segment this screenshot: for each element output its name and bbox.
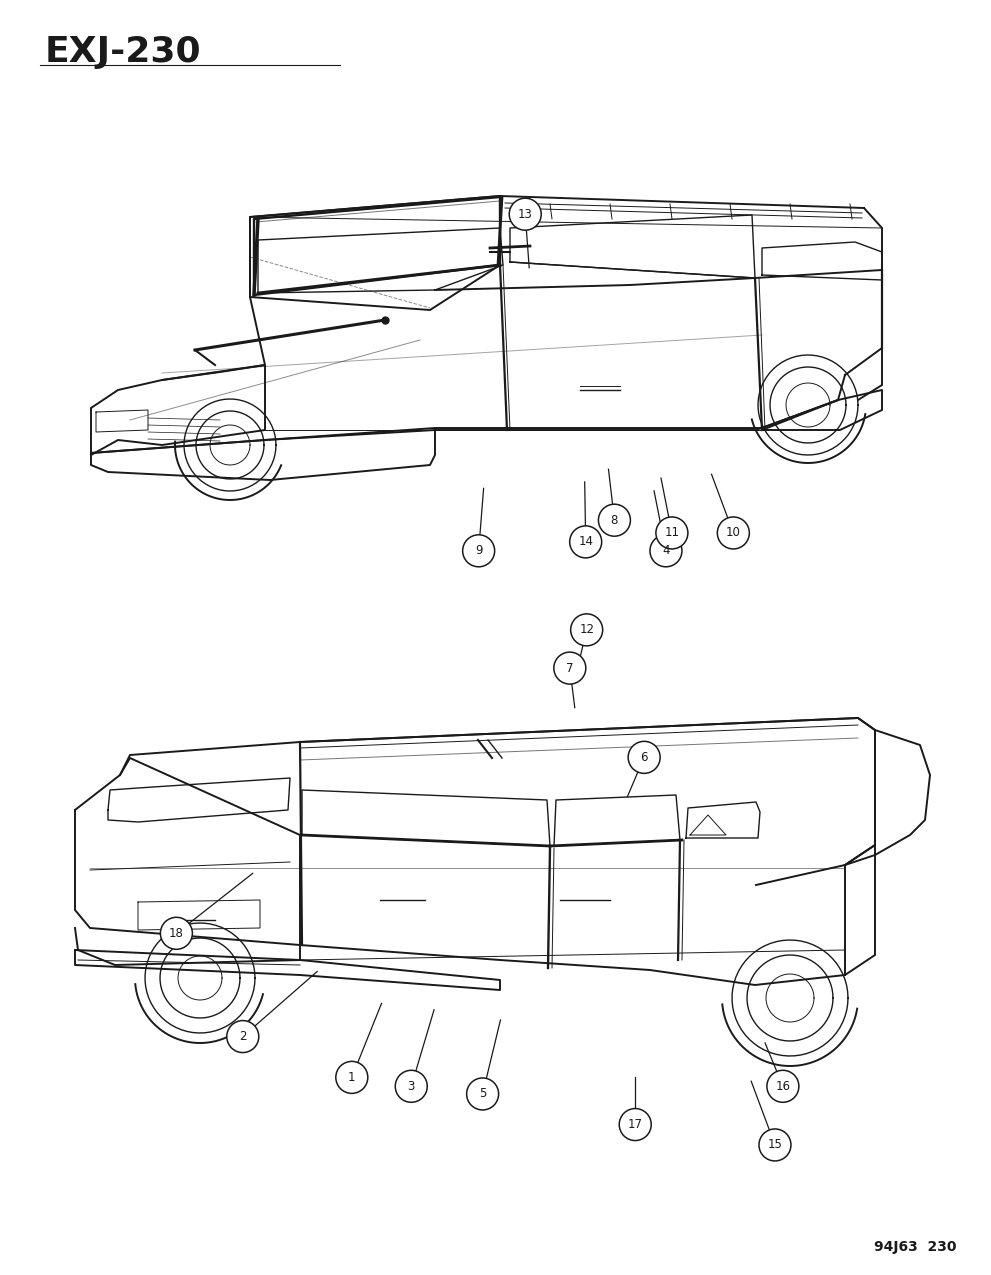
Text: 14: 14	[578, 536, 594, 548]
Text: 15: 15	[767, 1139, 783, 1151]
Text: 13: 13	[517, 208, 533, 221]
Circle shape	[599, 504, 630, 537]
Text: 2: 2	[239, 1030, 247, 1043]
Text: 5: 5	[479, 1088, 487, 1100]
Circle shape	[650, 534, 682, 567]
Text: 8: 8	[610, 514, 618, 527]
Text: 11: 11	[664, 527, 680, 539]
Circle shape	[161, 917, 192, 950]
Text: 9: 9	[475, 544, 483, 557]
Text: 6: 6	[640, 751, 648, 764]
Text: 12: 12	[579, 623, 595, 636]
Text: 16: 16	[775, 1080, 791, 1093]
Circle shape	[767, 1070, 799, 1103]
Text: 18: 18	[168, 927, 184, 940]
Circle shape	[554, 652, 586, 685]
Circle shape	[227, 1020, 259, 1053]
Text: 10: 10	[725, 527, 741, 539]
Circle shape	[570, 525, 602, 558]
Circle shape	[656, 516, 688, 550]
Circle shape	[336, 1061, 368, 1094]
Circle shape	[395, 1070, 427, 1103]
Text: EXJ-230: EXJ-230	[45, 34, 201, 69]
Circle shape	[759, 1128, 791, 1162]
Circle shape	[717, 516, 749, 550]
Text: 4: 4	[662, 544, 670, 557]
Text: 17: 17	[627, 1118, 643, 1131]
Circle shape	[467, 1077, 498, 1111]
Circle shape	[571, 613, 603, 646]
Text: 1: 1	[348, 1071, 356, 1084]
Text: 7: 7	[566, 662, 574, 674]
Circle shape	[619, 1108, 651, 1141]
Circle shape	[628, 741, 660, 774]
Circle shape	[463, 534, 495, 567]
Text: 3: 3	[407, 1080, 415, 1093]
Text: 94J63  230: 94J63 230	[873, 1241, 956, 1255]
Circle shape	[509, 198, 541, 231]
